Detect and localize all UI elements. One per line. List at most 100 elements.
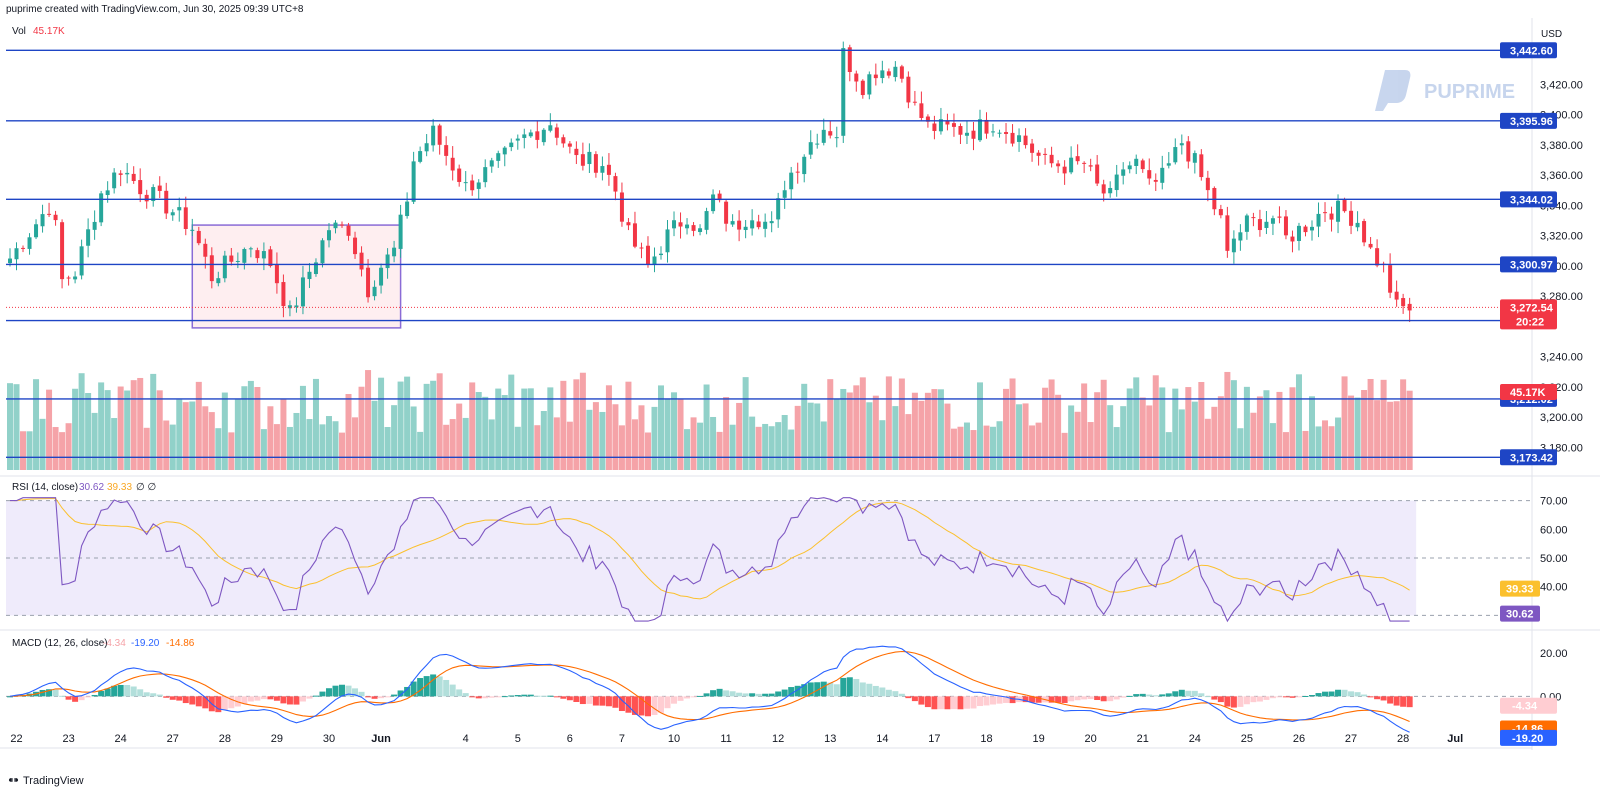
candle	[691, 222, 696, 237]
macd-histogram-bar	[410, 681, 417, 697]
volume-bar	[840, 388, 847, 470]
candle	[535, 120, 540, 149]
macd-histogram-bar	[605, 696, 612, 707]
level-price-tag	[1500, 42, 1557, 59]
candle-body	[678, 222, 683, 227]
candle-body	[53, 214, 58, 221]
time-tick-label: Jun	[371, 733, 391, 745]
candle-body	[789, 172, 794, 190]
candle-body	[535, 131, 540, 140]
macd-histogram-bar	[1146, 694, 1153, 697]
macd-histogram-bar	[1309, 695, 1315, 697]
candle-body	[1056, 163, 1061, 167]
candle	[476, 179, 481, 199]
candle-body	[1069, 157, 1074, 173]
candle	[66, 275, 71, 286]
candle-body	[1114, 174, 1119, 191]
macd-tick-label: 20.00	[1540, 648, 1568, 660]
macd-histogram-bar	[612, 696, 619, 708]
candle	[1310, 220, 1314, 241]
macd-pane[interactable]: 20.000.00-4.34-14.86-19.20	[6, 645, 1568, 746]
volume-bar	[1146, 405, 1153, 470]
macd-histogram-bar	[143, 692, 150, 697]
volume-bar	[397, 381, 404, 470]
macd-histogram-bar	[892, 691, 899, 697]
macd-histogram-bar	[690, 696, 697, 698]
macd-histogram-bar	[1322, 691, 1329, 697]
time-axis[interactable]: 22 23 24 27 28 29 30 Jun 4 5 6 7 10 11 12 13 14 17 18 19 20 2…	[10, 733, 1463, 745]
macd-histogram-bar	[221, 696, 228, 710]
last-price-tag	[1500, 299, 1557, 330]
candle	[47, 202, 52, 217]
candle	[1212, 186, 1217, 216]
puprime-logo-icon	[1375, 70, 1411, 111]
candle-body	[541, 129, 546, 143]
candle	[743, 219, 748, 239]
macd-histogram-bar	[1393, 696, 1400, 706]
time-tick-label: 27	[1345, 733, 1357, 745]
macd-histogram-bar	[534, 695, 541, 697]
candle-body	[873, 74, 878, 79]
macd-histogram-bar	[1061, 696, 1068, 703]
macd-histogram-bar	[7, 696, 13, 698]
candle	[1088, 158, 1093, 172]
volume-bar	[814, 403, 821, 470]
tradingview-footer[interactable]: ⁌⁍ TradingView	[8, 774, 84, 788]
level-price-label: 3,300.97	[1510, 259, 1553, 271]
candle-body	[1160, 167, 1165, 183]
candle-body	[216, 278, 221, 284]
candle-body	[1323, 212, 1328, 214]
macd-histogram-bar	[990, 696, 997, 705]
candle	[457, 164, 462, 187]
macd-histogram-bar	[775, 691, 782, 697]
volume-bar	[228, 432, 235, 470]
candle	[489, 157, 494, 173]
candle	[431, 118, 436, 152]
volume-bar	[423, 383, 430, 470]
volume-bar	[189, 401, 196, 470]
candle	[711, 189, 716, 214]
candle	[1134, 154, 1139, 175]
volume-legend: Vol 45.17K	[12, 26, 65, 37]
volume-value-tag	[1500, 383, 1557, 400]
candle-body	[1407, 303, 1412, 311]
macd-histogram-bar	[931, 696, 938, 710]
volume-bar	[560, 380, 567, 470]
candle-body	[1088, 165, 1093, 167]
candle-body	[951, 123, 956, 127]
rsi-pane[interactable]: 70.00 60.00 50.00 40.00 39.33 30.62	[6, 496, 1568, 623]
volume-bar	[644, 432, 651, 470]
volume-bar	[104, 390, 111, 470]
volume-bar	[1276, 391, 1283, 470]
macd-histogram-bar	[599, 696, 606, 706]
candle	[242, 247, 247, 270]
macd-histogram-bar	[820, 681, 827, 697]
candle-body	[287, 305, 292, 309]
price-pane[interactable]: 3,180.003,200.003,220.003,240.003,280.00…	[6, 41, 1583, 470]
candle-body	[1257, 219, 1262, 231]
candle-body	[1349, 210, 1354, 226]
macd-histogram-bar	[449, 684, 456, 697]
volume-bar	[59, 432, 66, 470]
candle-body	[938, 119, 943, 132]
time-tick-label: 30	[323, 733, 335, 745]
candle-body	[27, 237, 32, 249]
volume-bar	[937, 389, 944, 470]
candle	[216, 271, 221, 287]
volume-bar	[1003, 388, 1010, 470]
volume-bar	[859, 377, 866, 470]
time-tick-label: 24	[115, 733, 127, 745]
candle-body	[203, 243, 208, 257]
candle-body	[750, 220, 755, 229]
macd-histogram-bar	[1361, 694, 1368, 697]
candle-body	[587, 151, 592, 165]
candle	[222, 250, 227, 283]
volume-bar	[1159, 387, 1166, 470]
macd-histogram-bar	[924, 696, 931, 708]
candle-body	[170, 212, 175, 216]
candle	[1062, 160, 1067, 185]
macd-histogram-bar	[59, 695, 66, 697]
macd-histogram-bar	[501, 696, 508, 698]
candle-body	[1329, 213, 1334, 220]
